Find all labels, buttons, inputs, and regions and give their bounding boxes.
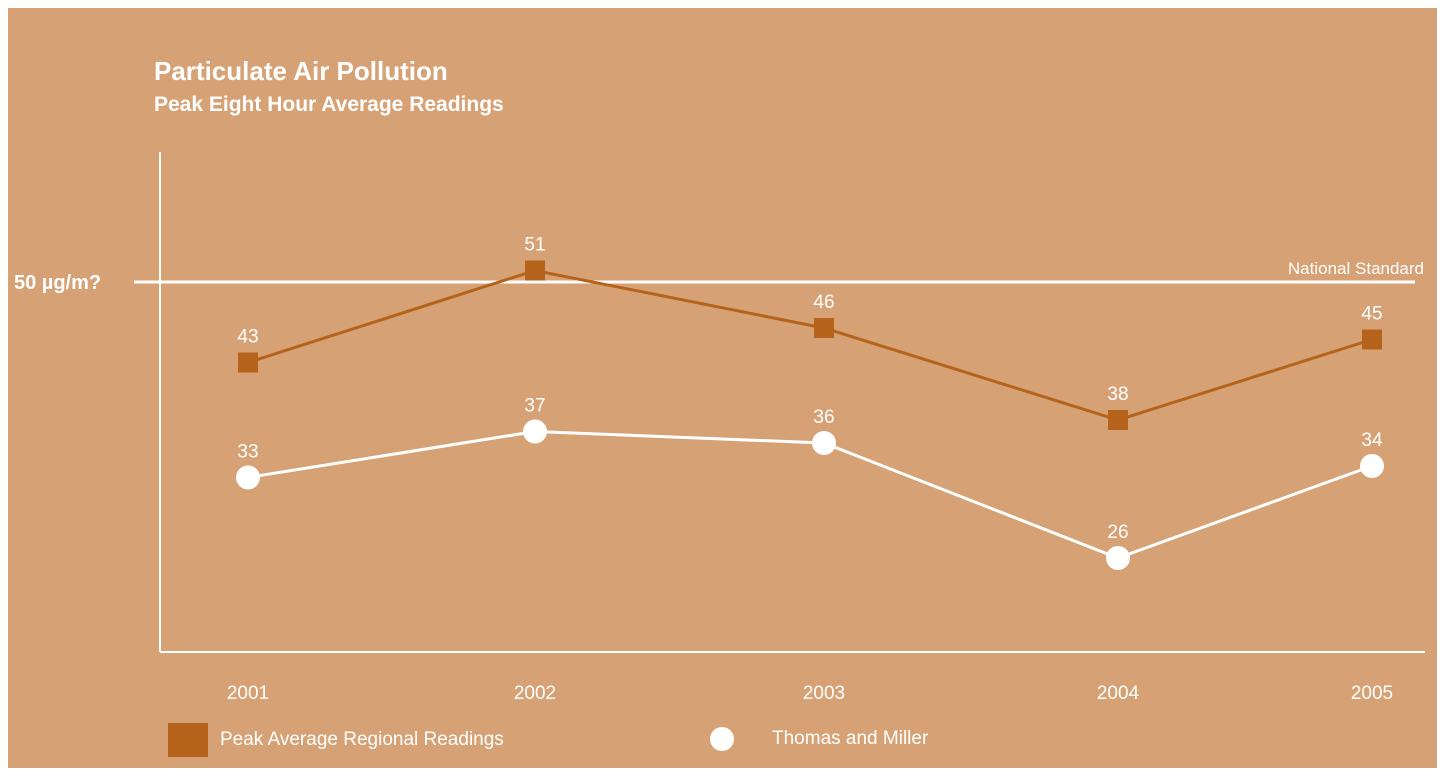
data-point-company (1360, 454, 1384, 478)
data-point-company (236, 465, 260, 490)
data-label: 46 (813, 292, 834, 313)
data-label: 34 (1361, 430, 1383, 451)
data-label: 51 (524, 235, 545, 256)
data-label: 38 (1107, 384, 1128, 405)
x-tick-label: 2003 (803, 683, 845, 704)
data-label: 33 (237, 442, 258, 463)
legend-label-company: Thomas and Miller (772, 728, 929, 749)
legend-item-company: Thomas and Miller (710, 727, 928, 751)
x-tick-label: 2004 (1097, 683, 1140, 704)
legend-swatch-square (168, 723, 208, 757)
data-point-company (523, 419, 547, 444)
x-tick-label: 2001 (227, 683, 269, 704)
chart-subtitle: Peak Eight Hour Average Readings (154, 93, 504, 116)
chart-title: Particulate Air Pollution (154, 56, 448, 86)
chart-panel (8, 8, 1437, 768)
data-point-regional (238, 352, 258, 373)
data-point-regional (1362, 329, 1382, 350)
reference-value-label: 50 µg/m? (14, 272, 101, 294)
legend-label-regional: Peak Average Regional Readings (220, 729, 504, 750)
x-tick-label: 2002 (514, 683, 556, 704)
data-label: 37 (524, 396, 545, 417)
series-line-1 (247, 429, 1373, 560)
data-label: 26 (1107, 522, 1128, 543)
x-tick-label: 2005 (1351, 683, 1393, 704)
national-standard-label: National Standard (1288, 259, 1424, 278)
legend-swatch-circle (710, 727, 734, 751)
data-label: 45 (1361, 304, 1382, 325)
legend-item-regional: Peak Average Regional Readings (168, 723, 504, 757)
data-point-company (812, 431, 836, 455)
series-line-0 (247, 268, 1373, 422)
data-label: 43 (237, 327, 258, 348)
data-point-regional (1108, 410, 1128, 430)
data-point-company (1106, 546, 1130, 570)
data-label: 36 (813, 407, 834, 428)
data-point-regional (814, 318, 834, 338)
data-point-regional (525, 260, 545, 281)
